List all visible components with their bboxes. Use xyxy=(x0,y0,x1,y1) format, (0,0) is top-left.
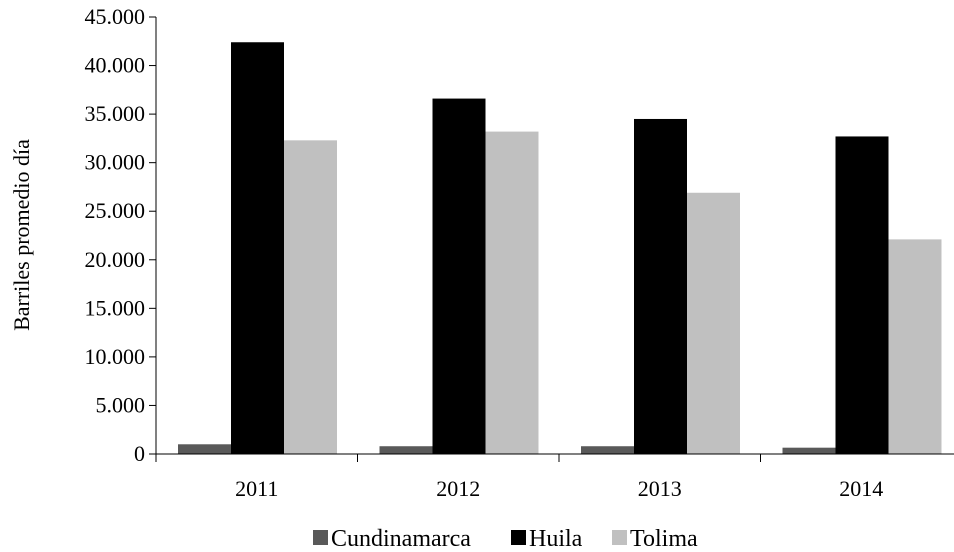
bar-tolima-2011 xyxy=(284,140,337,454)
bar-huila-2014 xyxy=(835,136,889,455)
y-axis-title: Barriles promedio día xyxy=(9,139,34,331)
x-tick-label: 2013 xyxy=(638,476,682,501)
bar-huila-2012 xyxy=(432,98,486,454)
bar-tolima-2014 xyxy=(888,239,942,454)
bar-huila-2011 xyxy=(231,42,284,454)
x-tick-label: 2011 xyxy=(235,476,278,501)
x-tick-label: 2014 xyxy=(839,476,883,501)
y-axis: 0 5.000 10.000 15.000 20.000 25.000 30.000 35.0… xyxy=(85,4,157,466)
bar-cundinamarca-2012 xyxy=(379,446,433,454)
y-tick-label: 40.000 xyxy=(85,53,146,78)
y-tick-label: 20.000 xyxy=(85,247,146,272)
legend-label-tolima: Tolima xyxy=(630,526,698,552)
bar-cundinamarca-2014 xyxy=(782,447,836,454)
legend-swatch-cundinamarca xyxy=(313,530,328,545)
bar-tolima-2012 xyxy=(485,131,539,454)
y-tick-label: 10.000 xyxy=(85,344,146,369)
legend-swatch-tolima xyxy=(612,530,627,545)
y-tick-label: 5.000 xyxy=(96,392,146,417)
y-tick-label: 35.000 xyxy=(85,101,146,126)
y-tick-label: 25.000 xyxy=(85,198,146,223)
legend: Cundinamarca Huila Tolima xyxy=(313,526,698,552)
bar-huila-2013 xyxy=(634,118,687,454)
x-axis: 2011 2012 2013 2014 xyxy=(155,453,954,501)
bars xyxy=(178,42,942,455)
bar-cundinamarca-2013 xyxy=(581,446,634,454)
y-tick-label: 30.000 xyxy=(85,150,146,175)
legend-label-huila: Huila xyxy=(529,526,583,552)
legend-label-cundinamarca: Cundinamarca xyxy=(331,526,471,552)
legend-swatch-huila xyxy=(511,530,526,545)
bar-cundinamarca-2011 xyxy=(178,444,231,454)
y-tick-label: 15.000 xyxy=(85,295,146,320)
y-tick-label: 0 xyxy=(134,441,145,466)
bar-tolima-2013 xyxy=(687,192,740,454)
y-tick-label: 45.000 xyxy=(85,4,146,29)
x-tick-label: 2012 xyxy=(436,476,480,501)
